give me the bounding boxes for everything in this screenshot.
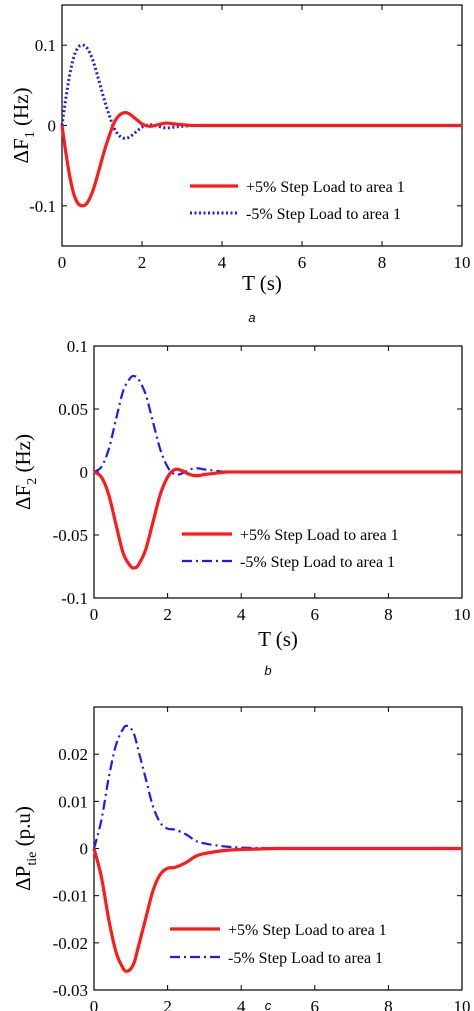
x-tick-label: 0: [58, 253, 67, 272]
y-tick-label: 0.05: [58, 400, 88, 419]
series-line-plus5: [93, 467, 462, 570]
x-tick-label: 8: [384, 605, 393, 624]
y-tick-label: 0.1: [35, 36, 56, 55]
panel-letter: c: [265, 998, 272, 1011]
y-tick-label: 0: [80, 840, 89, 859]
x-axis-label: T (s): [242, 271, 282, 295]
x-tick-label: 10: [454, 997, 471, 1011]
x-tick-label: 6: [311, 997, 320, 1011]
y-tick-label: -0.05: [53, 526, 88, 545]
y-tick-label: 0.01: [58, 792, 88, 811]
series-line-plus5: [92, 846, 462, 973]
y-tick-label: -0.03: [53, 981, 88, 1000]
x-tick-label: 0: [90, 605, 99, 624]
x-tick-label: 4: [237, 605, 246, 624]
x-tick-label: 10: [454, 605, 471, 624]
y-axis-label-unit: (Hz): [9, 88, 33, 132]
y-tick-label: 0.1: [67, 337, 88, 356]
x-tick-label: 2: [163, 605, 172, 624]
legend-label: -5% Step Load to area 1: [246, 206, 401, 223]
y-axis-label-main: ΔF: [11, 485, 35, 510]
legend-label: -5% Step Load to area 1: [228, 950, 383, 967]
chart-panel-a: 0 2 4 6 8 10 -0.1 0 0.1 T (s) ΔF1 (Hz) a +5% Step Lo…: [9, 4, 471, 325]
y-tick-label: 0: [80, 463, 89, 482]
legend-label: +5% Step Load to area 1: [240, 527, 399, 544]
chart-panel-c: 0 2 4 6 8 10 -0.03 -0.02 -0.01 0 0.01 0.02 ΔPtie (p.…: [11, 706, 471, 1011]
series-line-plus5: [60, 111, 462, 208]
series-line-minus5: [60, 43, 462, 140]
x-tick-label: 6: [298, 253, 307, 272]
y-tick-label: -0.02: [53, 934, 88, 953]
y-axis-label-unit: (p.u): [11, 806, 35, 852]
x-tick-label: 2: [138, 253, 147, 272]
y-axis-label-subscript: tie: [25, 852, 40, 866]
legend-label: -5% Step Load to area 1: [240, 554, 395, 571]
y-axis-label: ΔF2 (Hz): [11, 434, 40, 510]
y-tick-label: 0.02: [58, 745, 88, 764]
x-tick-label: 10: [454, 253, 471, 272]
y-axis-label-unit: (Hz): [11, 434, 35, 478]
legend-label: +5% Step Load to area 1: [246, 179, 405, 196]
y-axis-label: ΔF1 (Hz): [9, 88, 38, 164]
x-tick-label: 2: [163, 997, 172, 1011]
y-axis-label-main: ΔF: [9, 138, 33, 163]
y-tick-label: -0.1: [29, 197, 56, 216]
x-tick-label: 4: [237, 997, 246, 1011]
legend-label: +5% Step Load to area 1: [228, 922, 387, 939]
x-tick-label: 4: [218, 253, 227, 272]
panel-letter: a: [248, 310, 255, 325]
panel-letter: b: [264, 663, 271, 678]
y-axis-label-subscript: 2: [25, 478, 40, 485]
x-tick-label: 6: [311, 605, 320, 624]
x-tick-label: 8: [384, 997, 393, 1011]
y-tick-label: -0.01: [53, 887, 88, 906]
y-tick-label: 0: [48, 117, 57, 136]
x-tick-label: 8: [378, 253, 387, 272]
y-axis-label-main: ΔP: [11, 866, 35, 891]
x-axis-label: T (s): [258, 627, 298, 651]
y-axis-label-subscript: 1: [23, 131, 38, 138]
y-tick-label: -0.1: [61, 589, 88, 608]
x-tick-label: 0: [90, 997, 99, 1011]
y-axis-label: ΔPtie (p.u): [11, 806, 40, 891]
